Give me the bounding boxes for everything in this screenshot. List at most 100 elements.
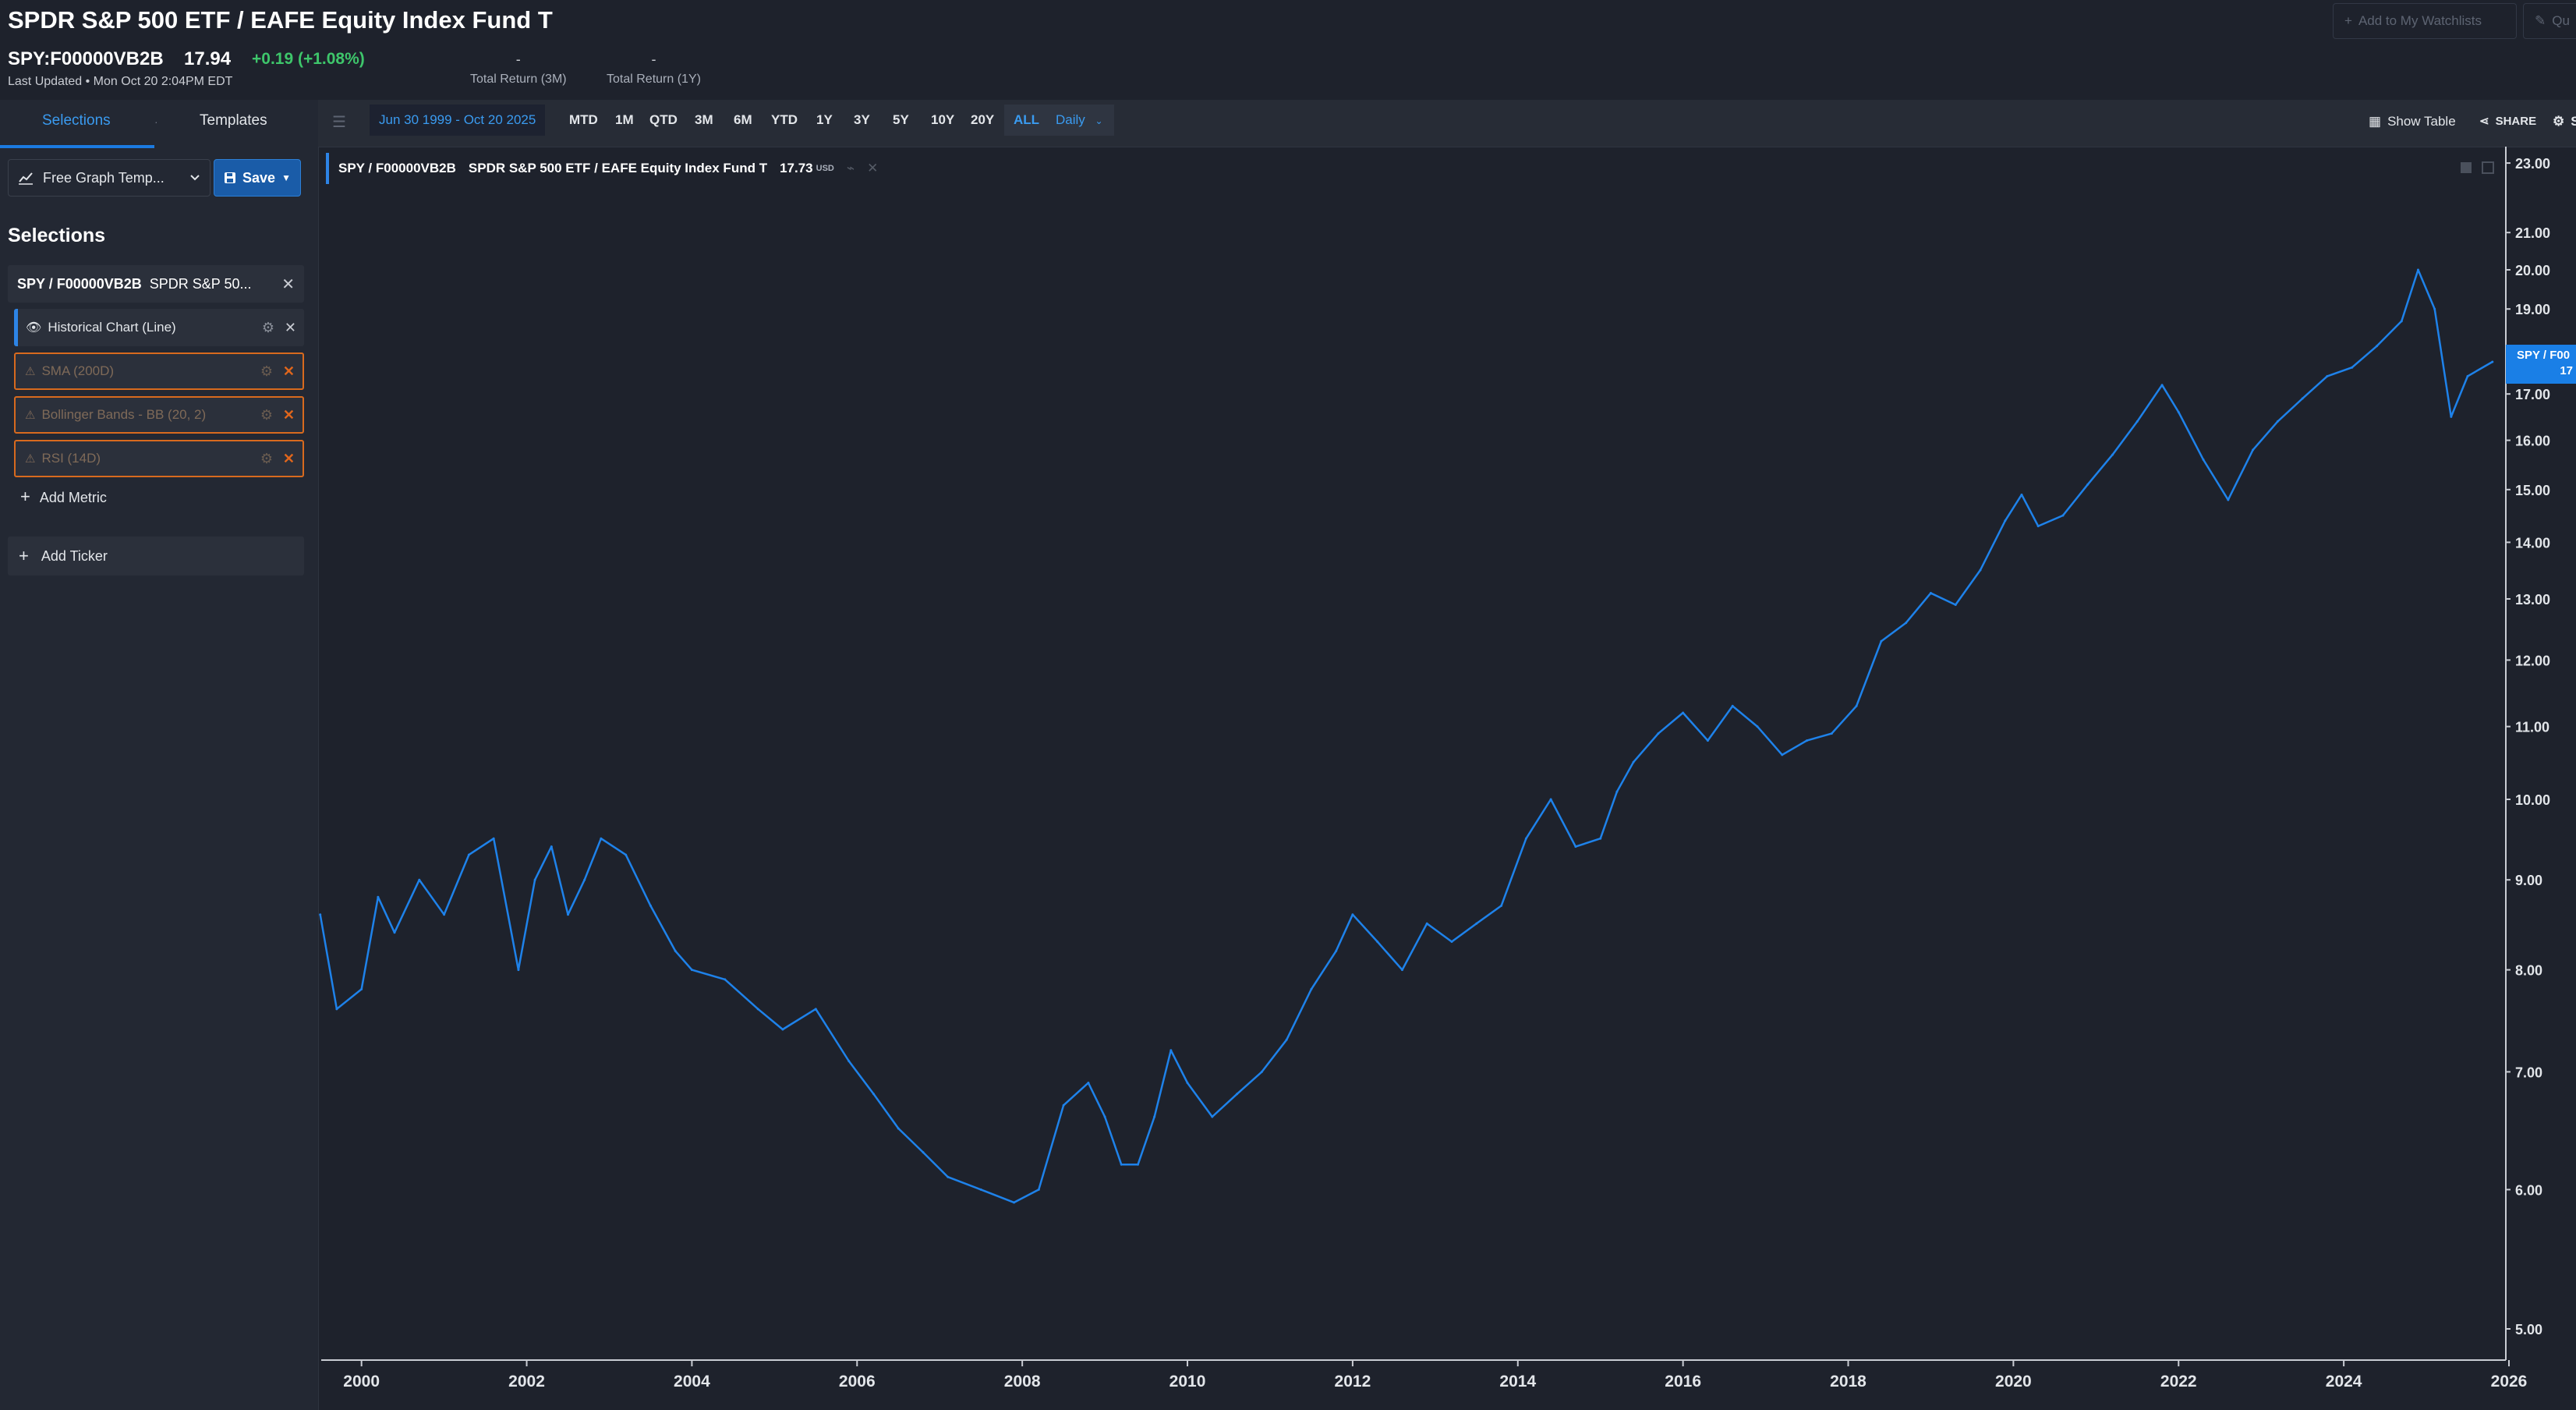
data-point xyxy=(1037,1188,1040,1191)
save-label: Save xyxy=(242,169,276,186)
data-point xyxy=(443,913,446,916)
eye-icon[interactable]: 👁 xyxy=(26,321,42,335)
page-title: SPDR S&P 500 ETF / EAFE Equity Index Fun… xyxy=(8,6,553,34)
data-point xyxy=(393,931,396,934)
gear-icon[interactable]: ⚙ xyxy=(261,319,274,335)
metric-bollinger-bands[interactable]: ⚠ Bollinger Bands - BB (20, 2) ⚙ ✕ xyxy=(14,396,304,434)
data-point xyxy=(1120,1163,1123,1166)
period-6m[interactable]: 6M xyxy=(734,112,752,127)
y-tick-label: 13.00 xyxy=(2515,592,2550,608)
ticker-card-symbol: SPY / F00000VB2B xyxy=(17,275,142,292)
period-3y[interactable]: 3Y xyxy=(854,112,870,127)
date-range-picker[interactable]: Jun 30 1999 - Oct 20 2025 xyxy=(370,105,546,136)
data-point xyxy=(2086,483,2089,486)
ticker-card-name: SPDR S&P 50... xyxy=(149,275,252,292)
period-3m[interactable]: 3M xyxy=(695,112,713,127)
share-button[interactable]: ⋖ SHARE xyxy=(2479,114,2536,129)
x-tick-label: 2024 xyxy=(2326,1373,2362,1391)
chevron-down-icon xyxy=(190,175,200,181)
period-5y[interactable]: 5Y xyxy=(893,112,909,127)
data-point xyxy=(1260,1070,1263,1073)
template-dropdown[interactable]: Free Graph Temp... xyxy=(8,159,211,197)
save-button[interactable]: Save ▼ xyxy=(214,159,301,197)
legend-currency: USD xyxy=(816,164,834,173)
add-metric-button[interactable]: + Add Metric xyxy=(20,487,107,507)
gear-icon[interactable]: ⚙ xyxy=(260,363,273,379)
period-all[interactable]: ALL xyxy=(1004,105,1049,136)
data-point xyxy=(1169,1049,1173,1052)
period-ytd[interactable]: YTD xyxy=(771,112,798,127)
close-icon[interactable]: ✕ xyxy=(284,319,296,335)
y-tick-label: 6.00 xyxy=(2515,1182,2542,1198)
data-point xyxy=(625,853,628,856)
data-point xyxy=(2450,415,2453,418)
data-point xyxy=(1731,704,1734,707)
metric-sma[interactable]: ⚠ SMA (200D) ⚙ ✕ xyxy=(14,352,304,390)
legend-link-icon[interactable]: ⌁ xyxy=(846,161,855,175)
metric-rsi[interactable]: ⚠ RSI (14D) ⚙ ✕ xyxy=(14,440,304,477)
pencil-icon: ✎ xyxy=(2535,13,2546,28)
data-point xyxy=(2020,493,2023,496)
price-chart[interactable]: 5.00 6.00 7.00 8.00 9.00 10.00 11.00 12.00 13.00… xyxy=(318,147,2576,1410)
data-point xyxy=(1880,639,1883,643)
close-icon[interactable]: ✕ xyxy=(282,450,295,466)
period-10y[interactable]: 10Y xyxy=(931,112,955,127)
data-point xyxy=(1830,732,1833,735)
period-20y[interactable]: 20Y xyxy=(971,112,995,127)
y-tick-label: 11.00 xyxy=(2515,720,2549,735)
add-to-watchlist-button[interactable]: + Add to My Watchlists xyxy=(2333,3,2517,39)
left-panel: Selections · Templates Free Graph Temp..… xyxy=(0,100,319,1410)
metric-label: RSI (14D) xyxy=(41,451,101,466)
data-point xyxy=(2416,268,2419,271)
legend-close-icon[interactable]: ✕ xyxy=(867,161,879,175)
data-point xyxy=(2202,458,2205,461)
data-point xyxy=(1905,622,1908,625)
period-mtd[interactable]: MTD xyxy=(569,112,598,127)
period-qtd[interactable]: QTD xyxy=(649,112,678,127)
current-price: 17.94 xyxy=(184,48,232,69)
data-point xyxy=(2433,307,2436,310)
data-point xyxy=(492,837,495,840)
data-point xyxy=(2466,374,2469,377)
quote-button[interactable]: ✎ Qu xyxy=(2523,3,2576,39)
collapse-panel-icon[interactable]: ☰ xyxy=(332,114,346,131)
remove-ticker-icon[interactable]: ✕ xyxy=(281,275,295,293)
close-icon[interactable]: ✕ xyxy=(282,363,295,379)
data-point xyxy=(724,978,727,981)
settings-button[interactable]: ⚙ S xyxy=(2553,114,2576,129)
quote-label: Qu xyxy=(2552,13,2570,28)
total-return-1y-value: - xyxy=(651,51,656,67)
data-point xyxy=(377,895,380,898)
data-point xyxy=(1615,790,1619,793)
data-point xyxy=(1574,845,1577,848)
data-point xyxy=(2400,320,2403,323)
add-ticker-button[interactable]: + Add Ticker xyxy=(8,537,304,576)
period-1m[interactable]: 1M xyxy=(615,112,634,127)
add-metric-label: Add Metric xyxy=(39,490,107,505)
total-return-1y: - Total Return (1Y) xyxy=(607,51,701,87)
data-point xyxy=(690,969,693,972)
data-point xyxy=(1706,739,1709,742)
legend-symbol: SPY / F00000VB2B xyxy=(338,161,456,175)
data-point xyxy=(1285,1038,1288,1041)
x-tick-label: 2000 xyxy=(343,1373,380,1391)
interval-dropdown[interactable]: Daily ⌄ xyxy=(1045,105,1114,136)
data-point xyxy=(922,1151,925,1154)
total-return-3m-label: Total Return (3M) xyxy=(470,73,567,86)
metric-historical-chart[interactable]: 👁 Historical Chart (Line) ⚙ ✕ xyxy=(14,309,304,346)
gear-icon[interactable]: ⚙ xyxy=(260,450,273,466)
tab-templates[interactable]: Templates xyxy=(200,112,267,129)
close-icon[interactable]: ✕ xyxy=(282,406,295,423)
period-1y[interactable]: 1Y xyxy=(816,112,833,127)
x-tick-label: 2012 xyxy=(1335,1373,1371,1391)
y-tick-label: 5.00 xyxy=(2515,1322,2542,1337)
ticker-card[interactable]: SPY / F00000VB2B SPDR S&P 50... ✕ xyxy=(8,265,304,303)
tab-selections[interactable]: Selections xyxy=(42,112,111,129)
y-tick-label: 15.00 xyxy=(2515,483,2550,498)
data-point xyxy=(1425,922,1428,925)
add-to-watchlist-label: Add to My Watchlists xyxy=(2358,13,2482,28)
show-table-button[interactable]: ▦ Show Table xyxy=(2369,114,2456,129)
data-point xyxy=(319,913,322,916)
gear-icon[interactable]: ⚙ xyxy=(260,406,273,423)
x-tick-label: 2016 xyxy=(1665,1373,1701,1391)
